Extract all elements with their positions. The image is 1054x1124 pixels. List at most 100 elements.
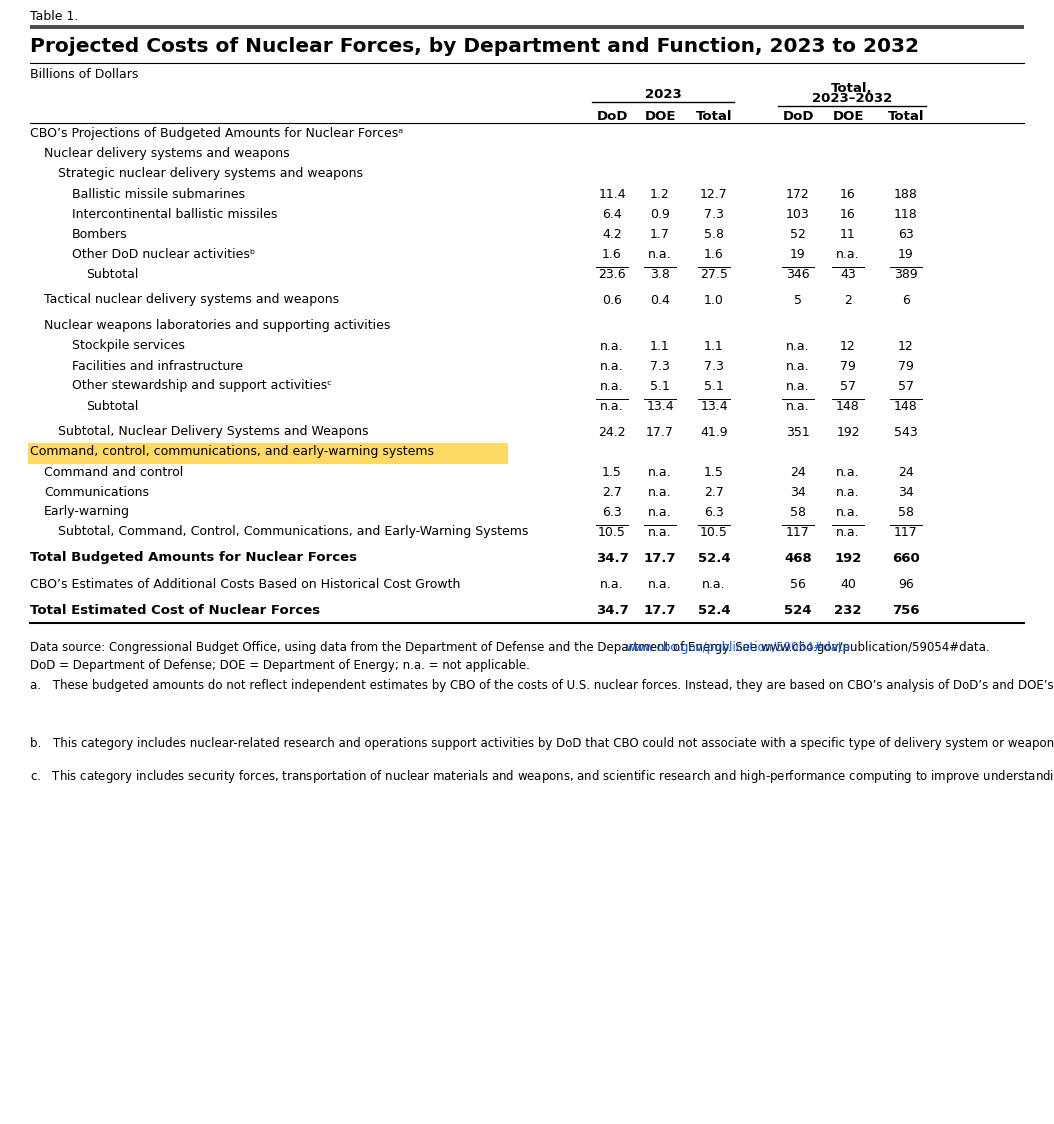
Text: 2.7: 2.7 bbox=[704, 486, 724, 499]
Text: Table 1.: Table 1. bbox=[30, 10, 78, 24]
Text: 7.3: 7.3 bbox=[704, 208, 724, 220]
Text: 2: 2 bbox=[844, 293, 852, 307]
Text: 79: 79 bbox=[840, 360, 856, 372]
Text: 58: 58 bbox=[898, 506, 914, 518]
Text: 17.7: 17.7 bbox=[644, 552, 677, 564]
Text: 6.3: 6.3 bbox=[704, 506, 724, 518]
Text: 103: 103 bbox=[786, 208, 809, 220]
Text: 3.8: 3.8 bbox=[650, 268, 670, 281]
Text: 17.7: 17.7 bbox=[644, 604, 677, 616]
Text: 10.5: 10.5 bbox=[700, 526, 728, 538]
Text: 12: 12 bbox=[840, 339, 856, 353]
Text: Subtotal: Subtotal bbox=[86, 268, 138, 281]
Text: 1.1: 1.1 bbox=[650, 339, 670, 353]
Text: 11.4: 11.4 bbox=[599, 188, 626, 200]
Text: n.a.: n.a. bbox=[786, 399, 809, 413]
Text: 192: 192 bbox=[835, 552, 862, 564]
Text: 0.9: 0.9 bbox=[650, 208, 670, 220]
Text: 57: 57 bbox=[840, 380, 856, 392]
Text: n.a.: n.a. bbox=[836, 247, 860, 261]
Text: 1.2: 1.2 bbox=[650, 188, 670, 200]
Text: CBO’s Projections of Budgeted Amounts for Nuclear Forcesᵃ: CBO’s Projections of Budgeted Amounts fo… bbox=[30, 127, 403, 140]
Text: 660: 660 bbox=[892, 552, 920, 564]
Text: 16: 16 bbox=[840, 188, 856, 200]
Text: Other stewardship and support activitiesᶜ: Other stewardship and support activities… bbox=[72, 380, 332, 392]
Text: 0.6: 0.6 bbox=[602, 293, 622, 307]
Text: 4.2: 4.2 bbox=[602, 227, 622, 241]
Text: b. This category includes nuclear-related research and operations support activi: b. This category includes nuclear-relate… bbox=[30, 737, 1054, 750]
Text: 7.3: 7.3 bbox=[704, 360, 724, 372]
Text: 10.5: 10.5 bbox=[598, 526, 626, 538]
Text: Ballistic missile submarines: Ballistic missile submarines bbox=[72, 188, 245, 200]
Text: 389: 389 bbox=[894, 268, 918, 281]
Text: 756: 756 bbox=[893, 604, 920, 616]
Text: n.a.: n.a. bbox=[648, 486, 671, 499]
Text: 346: 346 bbox=[786, 268, 809, 281]
Text: 0.4: 0.4 bbox=[650, 293, 670, 307]
Text: 52.4: 52.4 bbox=[698, 552, 730, 564]
Text: n.a.: n.a. bbox=[648, 465, 671, 479]
Text: n.a.: n.a. bbox=[600, 339, 624, 353]
Text: Bombers: Bombers bbox=[72, 227, 128, 241]
Text: 7.3: 7.3 bbox=[650, 360, 670, 372]
Text: n.a.: n.a. bbox=[702, 578, 726, 590]
Text: n.a.: n.a. bbox=[600, 360, 624, 372]
Text: 56: 56 bbox=[790, 578, 806, 590]
Text: n.a.: n.a. bbox=[836, 526, 860, 538]
Text: 12: 12 bbox=[898, 339, 914, 353]
Text: Projected Costs of Nuclear Forces, by Department and Function, 2023 to 2032: Projected Costs of Nuclear Forces, by De… bbox=[30, 37, 919, 56]
Text: DoD = Department of Defense; DOE = Department of Energy; n.a. = not applicable.: DoD = Department of Defense; DOE = Depar… bbox=[30, 659, 530, 671]
Text: DOE: DOE bbox=[833, 109, 863, 123]
Text: 117: 117 bbox=[786, 526, 809, 538]
Text: 5.1: 5.1 bbox=[704, 380, 724, 392]
Text: 24: 24 bbox=[790, 465, 806, 479]
Text: 24: 24 bbox=[898, 465, 914, 479]
Text: n.a.: n.a. bbox=[648, 526, 671, 538]
Text: Other DoD nuclear activitiesᵇ: Other DoD nuclear activitiesᵇ bbox=[72, 247, 255, 261]
Text: Data source: Congressional Budget Office, using data from the Department of Defe: Data source: Congressional Budget Office… bbox=[30, 641, 990, 654]
Text: Billions of Dollars: Billions of Dollars bbox=[30, 67, 138, 81]
Text: 24.2: 24.2 bbox=[599, 426, 626, 438]
Text: 17.7: 17.7 bbox=[646, 426, 674, 438]
Text: n.a.: n.a. bbox=[786, 339, 809, 353]
Text: 148: 148 bbox=[894, 399, 918, 413]
Text: 27.5: 27.5 bbox=[700, 268, 728, 281]
Text: Stockpile services: Stockpile services bbox=[72, 339, 184, 353]
Text: Tactical nuclear delivery systems and weapons: Tactical nuclear delivery systems and we… bbox=[44, 293, 339, 307]
Text: Total: Total bbox=[696, 109, 733, 123]
Text: n.a.: n.a. bbox=[836, 506, 860, 518]
Text: 19: 19 bbox=[898, 247, 914, 261]
Text: Total,: Total, bbox=[832, 82, 873, 94]
Text: n.a.: n.a. bbox=[648, 506, 671, 518]
Text: 5.1: 5.1 bbox=[650, 380, 670, 392]
Text: Nuclear weapons laboratories and supporting activities: Nuclear weapons laboratories and support… bbox=[44, 319, 390, 333]
Text: Subtotal: Subtotal bbox=[86, 399, 138, 413]
Text: 16: 16 bbox=[840, 208, 856, 220]
Text: 79: 79 bbox=[898, 360, 914, 372]
Text: n.a.: n.a. bbox=[600, 578, 624, 590]
Text: n.a.: n.a. bbox=[836, 486, 860, 499]
Text: 543: 543 bbox=[894, 426, 918, 438]
Text: n.a.: n.a. bbox=[648, 578, 671, 590]
Text: 40: 40 bbox=[840, 578, 856, 590]
Text: 192: 192 bbox=[836, 426, 860, 438]
Text: a. These budgeted amounts do not reflect independent estimates by CBO of the cos: a. These budgeted amounts do not reflect… bbox=[30, 679, 1054, 691]
Text: 117: 117 bbox=[894, 526, 918, 538]
Text: Subtotal, Command, Control, Communications, and Early-Warning Systems: Subtotal, Command, Control, Communicatio… bbox=[58, 526, 528, 538]
Text: 2023–2032: 2023–2032 bbox=[812, 91, 892, 105]
Text: 2.7: 2.7 bbox=[602, 486, 622, 499]
Text: DoD: DoD bbox=[782, 109, 814, 123]
Text: 19: 19 bbox=[790, 247, 806, 261]
Text: DOE: DOE bbox=[644, 109, 676, 123]
Text: 41.9: 41.9 bbox=[700, 426, 728, 438]
Text: 34.7: 34.7 bbox=[596, 552, 628, 564]
Text: 6.3: 6.3 bbox=[602, 506, 622, 518]
Text: Facilities and infrastructure: Facilities and infrastructure bbox=[72, 360, 243, 372]
Text: 23.6: 23.6 bbox=[599, 268, 626, 281]
Text: Intercontinental ballistic missiles: Intercontinental ballistic missiles bbox=[72, 208, 277, 220]
Text: 5.8: 5.8 bbox=[704, 227, 724, 241]
Text: Nuclear delivery systems and weapons: Nuclear delivery systems and weapons bbox=[44, 147, 290, 161]
Text: 5: 5 bbox=[794, 293, 802, 307]
Text: 1.0: 1.0 bbox=[704, 293, 724, 307]
Text: 57: 57 bbox=[898, 380, 914, 392]
